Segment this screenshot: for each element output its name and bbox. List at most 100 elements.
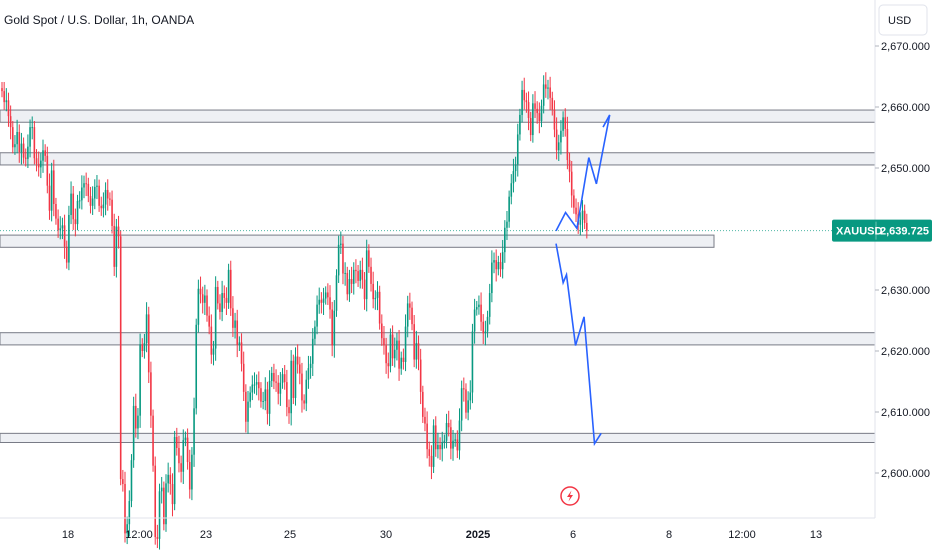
candle (197, 279, 200, 333)
candle (16, 119, 18, 154)
candle (527, 91, 530, 131)
candle (119, 230, 122, 486)
candle (314, 320, 316, 345)
candle (495, 249, 497, 282)
candle (322, 287, 325, 316)
candle (439, 437, 441, 460)
candle (76, 194, 79, 231)
candle (20, 132, 23, 165)
candle (9, 105, 12, 140)
candle (63, 214, 66, 259)
candle (454, 433, 456, 447)
candle (482, 314, 485, 344)
candle (564, 108, 567, 137)
y-tick-label: 2,650.000 (881, 163, 930, 175)
candle (547, 79, 549, 100)
zone-rect[interactable] (0, 234, 715, 248)
candle (506, 211, 508, 240)
zone-rect[interactable] (0, 332, 876, 346)
x-tick-label: 12:00 (125, 529, 153, 541)
last-price-label: 2,639.725 (880, 226, 929, 238)
candle (29, 119, 31, 158)
candle (150, 361, 152, 428)
candle (74, 208, 77, 237)
x-tick-label: 12:00 (728, 529, 756, 541)
candle (469, 380, 472, 410)
x-tick-label: 25 (284, 529, 296, 541)
candle (350, 266, 353, 294)
candle (288, 399, 290, 424)
y-tick-label: 2,600.000 (881, 468, 930, 480)
candle (488, 283, 491, 325)
candle (85, 172, 87, 197)
candle (355, 259, 357, 284)
candle (191, 447, 193, 501)
candle (398, 329, 400, 381)
candle (122, 469, 124, 492)
symbol-label: XAUUSD (836, 226, 883, 238)
candle (415, 330, 418, 369)
candle (141, 338, 144, 358)
candle (18, 124, 21, 163)
candle (484, 320, 487, 346)
projection-layer (555, 114, 611, 447)
candle (89, 186, 92, 214)
candle (83, 175, 85, 199)
candle (100, 196, 103, 216)
candle (426, 411, 428, 459)
candle (480, 292, 482, 331)
time-axis[interactable]: 18 12:00 23 25 30 2025 6 8 12:00 13 (62, 529, 822, 541)
candle (91, 186, 94, 215)
candle (184, 431, 187, 447)
candle (478, 295, 480, 315)
candle (501, 239, 504, 279)
candle (22, 137, 25, 164)
candle (573, 189, 575, 214)
candle (346, 266, 349, 301)
candle (40, 153, 42, 179)
candle (78, 191, 81, 209)
news-flash-icon[interactable] (560, 486, 580, 506)
last-price-badge: XAUUSD 2,639.725 (832, 219, 932, 242)
currency-box[interactable] (878, 4, 928, 36)
candle (281, 368, 284, 389)
candle (175, 427, 178, 456)
candle (361, 257, 364, 289)
candle (320, 292, 323, 314)
candle (106, 179, 109, 211)
candle (245, 384, 247, 433)
candle (31, 116, 34, 140)
candle (219, 294, 221, 320)
candle (186, 428, 189, 470)
candle (428, 441, 431, 467)
bearish-projection-path[interactable] (555, 243, 602, 447)
candle (344, 262, 346, 286)
candle (532, 94, 534, 143)
candle (359, 260, 362, 289)
candle (247, 390, 249, 434)
candle (333, 300, 336, 358)
candle (221, 280, 223, 322)
candle (113, 213, 116, 276)
zone-rect[interactable] (0, 109, 876, 123)
candle (70, 181, 72, 225)
candle (35, 149, 38, 172)
candle (465, 383, 467, 419)
candle (87, 177, 90, 203)
candle (523, 77, 526, 110)
candle (156, 524, 159, 549)
bullish-projection-path[interactable] (555, 114, 611, 232)
candle (378, 285, 381, 330)
candle (61, 217, 64, 240)
candle (525, 92, 528, 113)
candle (242, 351, 245, 402)
candle (143, 333, 146, 359)
candle (467, 391, 469, 421)
candle (557, 134, 560, 161)
candle (102, 192, 105, 218)
candle (206, 289, 208, 322)
candle (212, 340, 215, 366)
candle (471, 323, 474, 404)
zone-rect[interactable] (0, 152, 876, 166)
